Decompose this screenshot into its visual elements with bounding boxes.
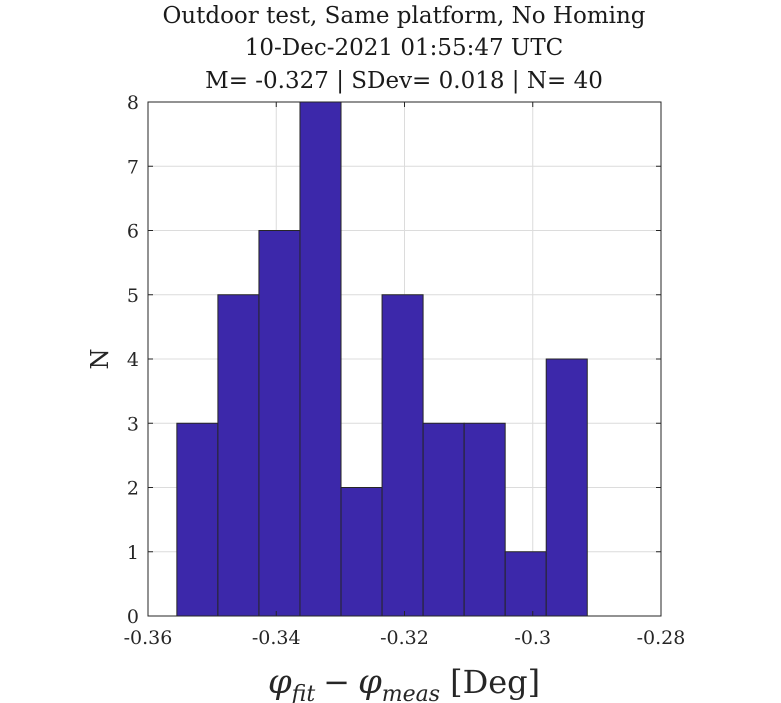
x-label-sub-meas: meas: [382, 682, 440, 703]
histogram-bars: [176, 101, 588, 617]
histogram-bar-3: [299, 101, 342, 617]
y-tick-label-0: 0: [127, 606, 139, 628]
title-line-3: M= -0.327 | SDev= 0.018 | N= 40: [205, 68, 603, 94]
y-tick-label-4: 4: [127, 349, 139, 371]
x-tick-label-2: -0.32: [380, 627, 429, 649]
x-tick-label-1: -0.34: [252, 627, 301, 649]
x-label-phi-1: φ: [268, 662, 292, 702]
y-tick-label-7: 7: [127, 156, 139, 178]
histogram-bar-2: [258, 230, 301, 617]
y-tick-label-6: 6: [127, 221, 139, 243]
y-tick-label-8: 8: [127, 92, 139, 114]
x-axis-ticks: -0.36 -0.34 -0.32 -0.3 -0.28: [124, 102, 686, 649]
x-tick-label-3: -0.3: [514, 627, 551, 649]
x-axis-label: φfit − φmeas [Deg]: [268, 662, 540, 703]
title-line-1: Outdoor test, Same platform, No Homing: [162, 3, 645, 29]
title-line-2: 10-Dec-2021 01:55:47 UTC: [245, 35, 564, 61]
histogram-bar-7: [463, 422, 506, 617]
x-tick-label-0: -0.36: [124, 627, 173, 649]
y-axis-ticks: 0 1 2 3 4 5 6 7 8: [127, 92, 661, 628]
x-tick-label-4: -0.28: [637, 627, 686, 649]
histogram-bar-4: [340, 487, 383, 617]
x-label-minus: −: [323, 663, 350, 701]
histogram-bar-5: [381, 294, 424, 617]
y-tick-label-3: 3: [127, 413, 139, 435]
y-axis-label: N: [86, 349, 114, 370]
histogram-bar-9: [545, 358, 588, 617]
x-label-unit: [Deg]: [450, 663, 540, 701]
x-label-sub-fit: fit: [290, 682, 316, 703]
y-tick-label-2: 2: [127, 478, 139, 500]
chart-title: Outdoor test, Same platform, No Homing 1…: [162, 3, 645, 94]
histogram-bar-8: [504, 551, 547, 617]
y-tick-label-5: 5: [127, 285, 139, 307]
histogram-bar-0: [176, 422, 219, 617]
histogram-bar-1: [217, 294, 260, 617]
x-label-phi-2: φ: [358, 662, 382, 702]
y-tick-label-1: 1: [127, 542, 139, 564]
histogram-bar-6: [422, 422, 465, 617]
